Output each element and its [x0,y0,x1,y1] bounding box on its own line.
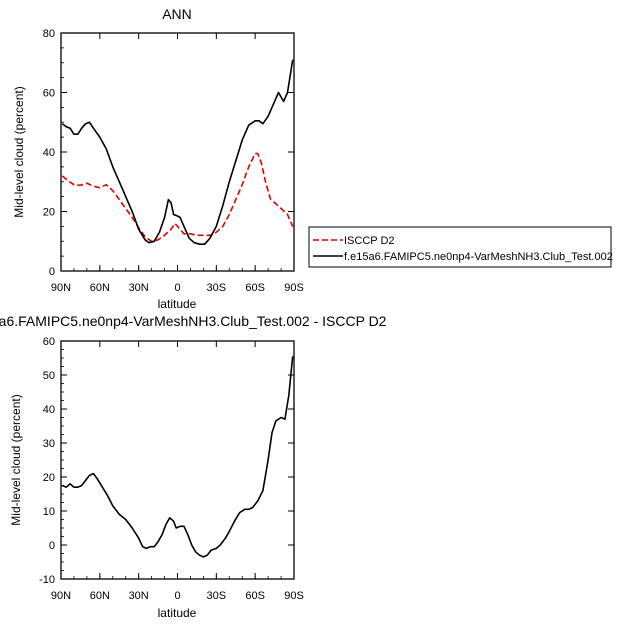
top-y-tick-label: 0 [49,266,55,278]
top-y-tick-label: 80 [43,28,55,40]
bottom-axis-ticks: 90N 60N 30N 0 30S 60S 90S -10 0 10 20 30 40 50 60 [39,336,304,602]
bottom-y-tick-label: 10 [43,506,55,518]
bottom-y-tick-label: 40 [43,404,55,416]
legend-label-model: f.e15a6.FAMIPC5.ne0np4-VarMeshNH3.Club_T… [344,251,613,263]
top-x-tick-label: 90S [284,282,304,294]
top-panel: ANN Mid-level cloud (percent) latitude 9… [12,6,304,311]
bottom-y-tick-label: -10 [39,574,55,586]
bottom-y-tick-label: 60 [43,336,55,348]
top-x-tick-label: 30S [207,282,227,294]
top-series-line-1 [62,60,292,244]
bottom-x-tick-label: 60S [245,590,265,602]
bottom-x-tick-label: 90N [51,590,71,602]
top-x-tick-label: 60S [245,282,265,294]
top-plot-frame [61,33,294,271]
bottom-x-tick-label: 0 [174,590,180,602]
top-x-tick-label: 90N [51,282,71,294]
top-y-tick-label: 60 [43,88,55,100]
bottom-y-tick-label: 30 [43,438,55,450]
bottom-y-axis-label: Mid-level cloud (percent) [9,394,23,525]
bottom-x-axis-label: latitude [158,606,197,620]
top-series-line-0 [62,154,292,242]
top-axis-ticks: 90N 60N 30N 0 30S 60S 90S 0 20 40 60 80 [43,28,304,294]
legend-label-isccp: ISCCP D2 [344,235,395,247]
top-x-tick-label: 30N [129,282,149,294]
bottom-y-tick-label: 20 [43,472,55,484]
top-x-axis-label: latitude [158,297,197,311]
top-y-tick-label: 40 [43,147,55,159]
bottom-y-tick-label: 0 [49,540,55,552]
bottom-x-tick-label: 30S [207,590,227,602]
bottom-plot-frame [61,341,294,579]
top-y-tick-label: 20 [43,207,55,219]
bottom-x-tick-label: 90S [284,590,304,602]
top-x-tick-label: 60N [90,282,110,294]
bottom-chart-title: f.e15a6.FAMIPC5.ne0np4-VarMeshNH3.Club_T… [0,313,387,329]
bottom-series-lines [62,356,292,557]
bottom-x-tick-label: 60N [90,590,110,602]
bottom-series-line-0 [62,356,292,557]
bottom-panel: f.e15a6.FAMIPC5.ne0np4-VarMeshNH3.Club_T… [0,313,387,620]
legend: ISCCP D2 f.e15a6.FAMIPC5.ne0np4-VarMeshN… [309,227,613,267]
top-chart-title: ANN [162,6,192,22]
top-series-lines [62,60,292,244]
bottom-x-tick-label: 30N [129,590,149,602]
bottom-y-tick-label: 50 [43,370,55,382]
top-x-tick-label: 0 [174,282,180,294]
top-y-axis-label: Mid-level cloud (percent) [12,86,26,217]
